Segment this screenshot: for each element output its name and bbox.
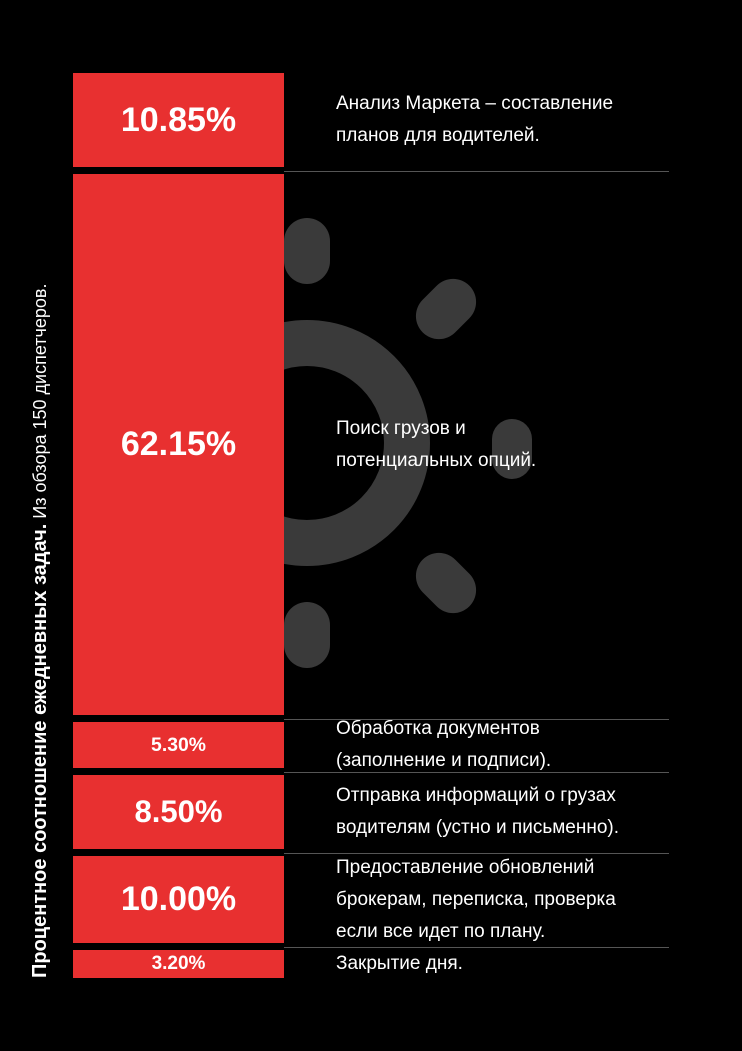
row-divider [284, 852, 669, 854]
chart-title: Процентное соотношение ежедневных задач.… [20, 40, 60, 980]
sun-ray-bottom-right [415, 552, 477, 614]
category-label: Анализ Маркета – составление планов для … [336, 93, 614, 147]
bar-3: 5.30% [73, 722, 284, 769]
bar-5: 10.00% [73, 856, 284, 944]
bar-2: 62.15% [73, 174, 284, 716]
row-divider [284, 718, 669, 720]
bar-value-label: 3.20% [151, 953, 206, 975]
sun-ray-bottom [284, 602, 330, 668]
chart-title-bold: Процентное соотношение ежедневных задач. [29, 523, 51, 978]
category-label: Отправка информаций о грузах водителям (… [336, 785, 620, 839]
bar-value-label: 10.00% [120, 880, 237, 919]
bar-4: 8.50% [73, 775, 284, 850]
bar-value-label: 5.30% [151, 733, 206, 756]
bar-1: 10.85% [73, 73, 284, 168]
category-label: Предоставление обновлений брокерам, пере… [336, 856, 616, 942]
bar-value-label: 62.15% [120, 425, 237, 464]
category-label: Обработка документов (заполнение и подпи… [336, 718, 552, 772]
row-divider [284, 170, 669, 172]
sun-ray-top-right [415, 278, 477, 340]
sun-ray-right [492, 419, 532, 479]
bar-value-label: 8.50% [134, 794, 223, 830]
row-divider [284, 771, 669, 773]
row-divider [284, 946, 669, 948]
bar-6: 3.20% [73, 950, 284, 978]
bar-value-label: 10.85% [120, 100, 237, 139]
sun-ray-top [284, 218, 330, 284]
category-label: Закрытие дня. [336, 953, 463, 975]
chart-subtitle: Из обзора 150 диспетчеров. [30, 283, 50, 524]
category-label: Поиск грузов и потенциальных опций. [336, 417, 537, 471]
